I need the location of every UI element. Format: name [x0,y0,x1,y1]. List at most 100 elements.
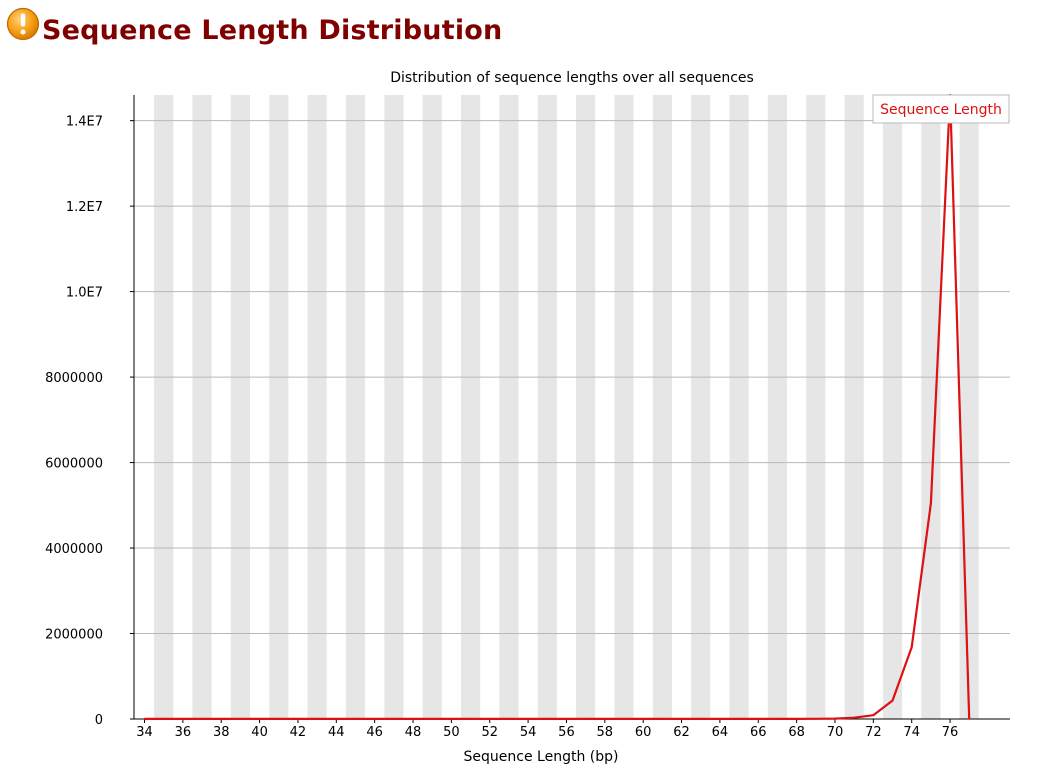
band [844,95,864,719]
band [614,95,634,719]
x-tick-label: 36 [175,725,192,740]
data-point [488,718,491,720]
data-point [872,714,875,717]
x-tick-label: 74 [903,725,920,740]
band [384,95,404,719]
data-point [680,718,683,720]
data-point [776,718,779,720]
data-point [354,718,357,720]
data-point [546,718,549,720]
y-tick-label: 4000000 [45,542,103,557]
x-tick-label: 46 [366,725,383,740]
x-tick-label: 40 [251,725,268,740]
band [230,95,250,719]
x-tick-label: 72 [865,725,882,740]
band [882,95,903,719]
data-point [891,699,894,702]
y-tick-label: 8000000 [45,371,103,386]
band [154,95,174,719]
y-tick-label: 6000000 [45,457,103,472]
band [345,95,366,719]
x-axis-label: Sequence Length (bp) [464,749,619,765]
band [576,95,596,719]
legend-box [872,94,1010,124]
x-tick-label: 44 [328,725,345,740]
x-tick-label: 34 [136,725,153,740]
data-point [565,718,568,720]
x-tick-label: 56 [558,725,575,740]
data-point [373,718,376,720]
axes [133,95,1010,720]
data-point [757,718,760,720]
data-point [930,502,932,505]
data-point [719,718,721,720]
x-tick-label: 68 [788,725,805,740]
band [192,95,212,719]
band [729,95,749,719]
data-point [508,718,510,720]
report-header: Sequence Length Distribution [6,2,502,46]
band [422,95,442,719]
band [652,95,672,719]
data-point [431,718,434,720]
y-tick-label: 1.2E7 [66,200,103,215]
x-tick-label: 62 [673,725,690,740]
data-point [316,718,318,720]
data-point [738,718,740,720]
band [767,95,787,719]
x-tick-label: 70 [827,725,844,740]
y-tick-label: 2000000 [45,628,103,643]
band [921,95,941,719]
data-point [834,717,836,720]
x-tick-label: 64 [712,725,729,740]
chart-title: Distribution of sequence lengths over al… [390,70,754,86]
data-point [201,718,203,720]
data-point [220,718,223,720]
x-tick-label: 38 [213,725,230,740]
gridlines [134,120,1010,634]
x-tick-label: 76 [942,725,959,740]
x-tick-label: 42 [290,725,307,740]
data-point [239,718,242,720]
data-point [469,718,472,720]
band [806,95,826,719]
data-point [450,718,453,720]
data-point [392,718,395,720]
data-point [642,718,645,720]
background-bands [154,95,979,719]
x-tick-label: 54 [520,725,537,740]
y-tick-labels: 0 2000000 4000000 6000000 8000000 1.0E7 1.2E7 1… [45,115,134,728]
legend: Sequence Length [872,94,1010,124]
band [307,95,327,719]
data-point [623,718,625,720]
data-point [699,718,702,720]
x-tick-label: 48 [405,725,422,740]
data-point [182,718,184,720]
data-point [968,718,971,720]
warning-icon [6,7,40,41]
y-tick-label: 0 [95,713,103,728]
band [269,95,289,719]
data-point [795,718,798,720]
data-point [910,646,913,649]
data-point [584,718,587,720]
x-tick-label: 66 [750,725,767,740]
series-line [144,93,971,721]
y-tick-label: 1.4E7 [66,115,103,130]
band [461,95,481,719]
band [499,95,519,719]
y-tick-label: 1.0E7 [66,286,103,301]
data-point [162,718,165,720]
x-tick-label: 52 [481,725,498,740]
data-point [603,718,606,720]
data-point [297,718,299,720]
band [691,95,711,719]
data-point [335,718,338,720]
data-point [143,718,146,720]
data-point [527,718,529,720]
x-tick-label: 60 [635,725,652,740]
data-point [853,716,856,719]
legend-label: Sequence Length [880,102,1002,118]
band [537,95,557,719]
